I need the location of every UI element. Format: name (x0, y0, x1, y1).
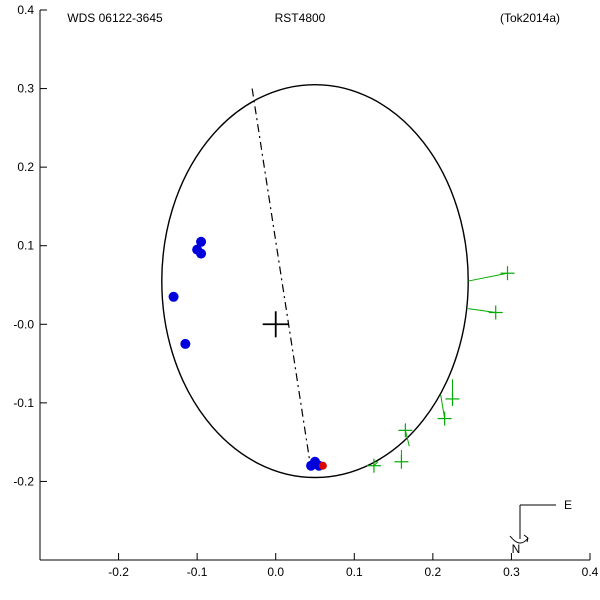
compass-e-label: E (564, 498, 572, 512)
blue-point (310, 457, 320, 467)
title-right: (Tok2014a) (500, 11, 560, 25)
ytick-label: -0.2 (13, 474, 34, 488)
xtick-label: -0.1 (187, 565, 208, 579)
xtick-label: 0.4 (582, 565, 599, 579)
ytick-label: 0.2 (17, 160, 34, 174)
ytick-label: -0.1 (13, 396, 34, 410)
title-left: WDS 06122-3645 (67, 11, 163, 25)
blue-point (196, 249, 206, 259)
xtick-label: 0.2 (425, 565, 442, 579)
title-center: RST4800 (275, 11, 326, 25)
blue-point (196, 237, 206, 247)
ytick-label: -0.0 (13, 317, 34, 331)
compass-n-label: N (512, 542, 521, 556)
xtick-label: 0.1 (346, 565, 363, 579)
blue-point (180, 339, 190, 349)
xtick-label: -0.2 (108, 565, 129, 579)
plot-bg (0, 0, 600, 600)
blue-point (169, 292, 179, 302)
red-point (319, 462, 327, 470)
ytick-label: 0.4 (17, 3, 34, 17)
xtick-label: 0.0 (267, 565, 284, 579)
orbit-plot: WDS 06122-3645 RST4800 (Tok2014a) -0.2 -0.1 0… (0, 0, 600, 600)
xtick-label: 0.3 (503, 565, 520, 579)
ytick-label: 0.3 (17, 82, 34, 96)
ytick-label: 0.1 (17, 239, 34, 253)
